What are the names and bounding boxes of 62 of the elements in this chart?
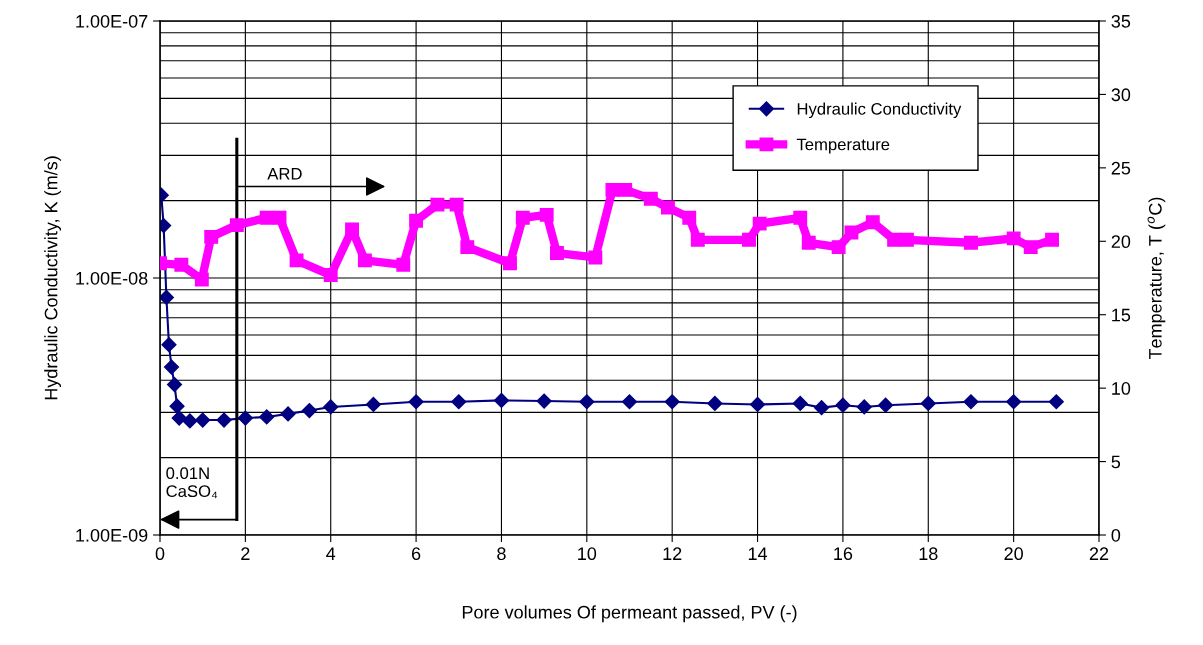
y-tick-label: 1.00E-07 — [76, 14, 148, 28]
y-tick-label: 1.00E-09 — [76, 528, 148, 542]
point — [664, 394, 680, 410]
point — [1048, 394, 1064, 410]
y2-tick-label: 30 — [1111, 88, 1131, 102]
point — [1006, 394, 1022, 410]
point — [169, 398, 185, 414]
y2-tick-label: 35 — [1111, 14, 1131, 28]
point — [856, 399, 872, 415]
x-tick-label: 12 — [663, 547, 682, 560]
point — [451, 394, 467, 410]
legend-label: Hydraulic Conductivity — [797, 102, 962, 119]
y2-tick-label: 25 — [1111, 161, 1131, 175]
x-tick-label: 2 — [241, 547, 250, 560]
x-tick-label: 20 — [1004, 547, 1023, 561]
point — [195, 412, 211, 428]
annotation: ARD — [267, 168, 302, 180]
x-tick-label: 8 — [497, 547, 506, 561]
point — [579, 394, 595, 410]
x-tick-label: 14 — [748, 547, 768, 560]
point — [182, 413, 198, 429]
point — [280, 406, 296, 422]
point — [365, 396, 381, 413]
x-tick-label: 10 — [578, 547, 597, 561]
x-axis-title: Pore volumes Of permeant passed, PV (-) — [462, 605, 797, 623]
point — [160, 289, 174, 306]
x-tick-label: 18 — [919, 547, 938, 561]
annotation: 0.01N CaSO₄ — [166, 467, 218, 499]
y2-tick-label: 10 — [1112, 382, 1131, 395]
x-tick-label: 22 — [1089, 547, 1109, 560]
point — [813, 400, 830, 416]
point — [878, 397, 894, 413]
point — [835, 397, 851, 413]
point — [166, 376, 183, 393]
point — [301, 402, 317, 419]
y-axis-title: Hydraulic Conductivity, K (m/s) — [44, 156, 62, 400]
y2-tick-label: 15 — [1112, 308, 1131, 322]
point — [408, 394, 424, 410]
point — [920, 395, 936, 412]
point — [621, 394, 638, 410]
point — [216, 412, 232, 428]
point — [792, 395, 808, 412]
x-tick-label: 4 — [326, 547, 336, 560]
y2-tick-label: 20 — [1111, 235, 1131, 249]
point — [259, 409, 275, 425]
legend-label: Temperature — [796, 138, 890, 154]
x-tick-label: 16 — [834, 547, 853, 561]
point — [323, 399, 339, 415]
point — [161, 337, 177, 353]
x-tick-label: 6 — [411, 547, 421, 561]
point — [536, 393, 552, 409]
point — [237, 410, 253, 426]
point — [493, 392, 510, 408]
y-tick-label: 1.00E-08 — [76, 271, 148, 285]
x-tick-label: 0 — [155, 547, 165, 561]
y2-tick-label: 0 — [1111, 528, 1121, 542]
point — [749, 396, 766, 413]
y2-axis-title: Temperature, T ($^{o}$C) — [1147, 197, 1166, 360]
point — [163, 359, 180, 375]
y2-tick-label: 5 — [1111, 455, 1121, 469]
point — [707, 395, 723, 412]
point — [963, 394, 979, 410]
